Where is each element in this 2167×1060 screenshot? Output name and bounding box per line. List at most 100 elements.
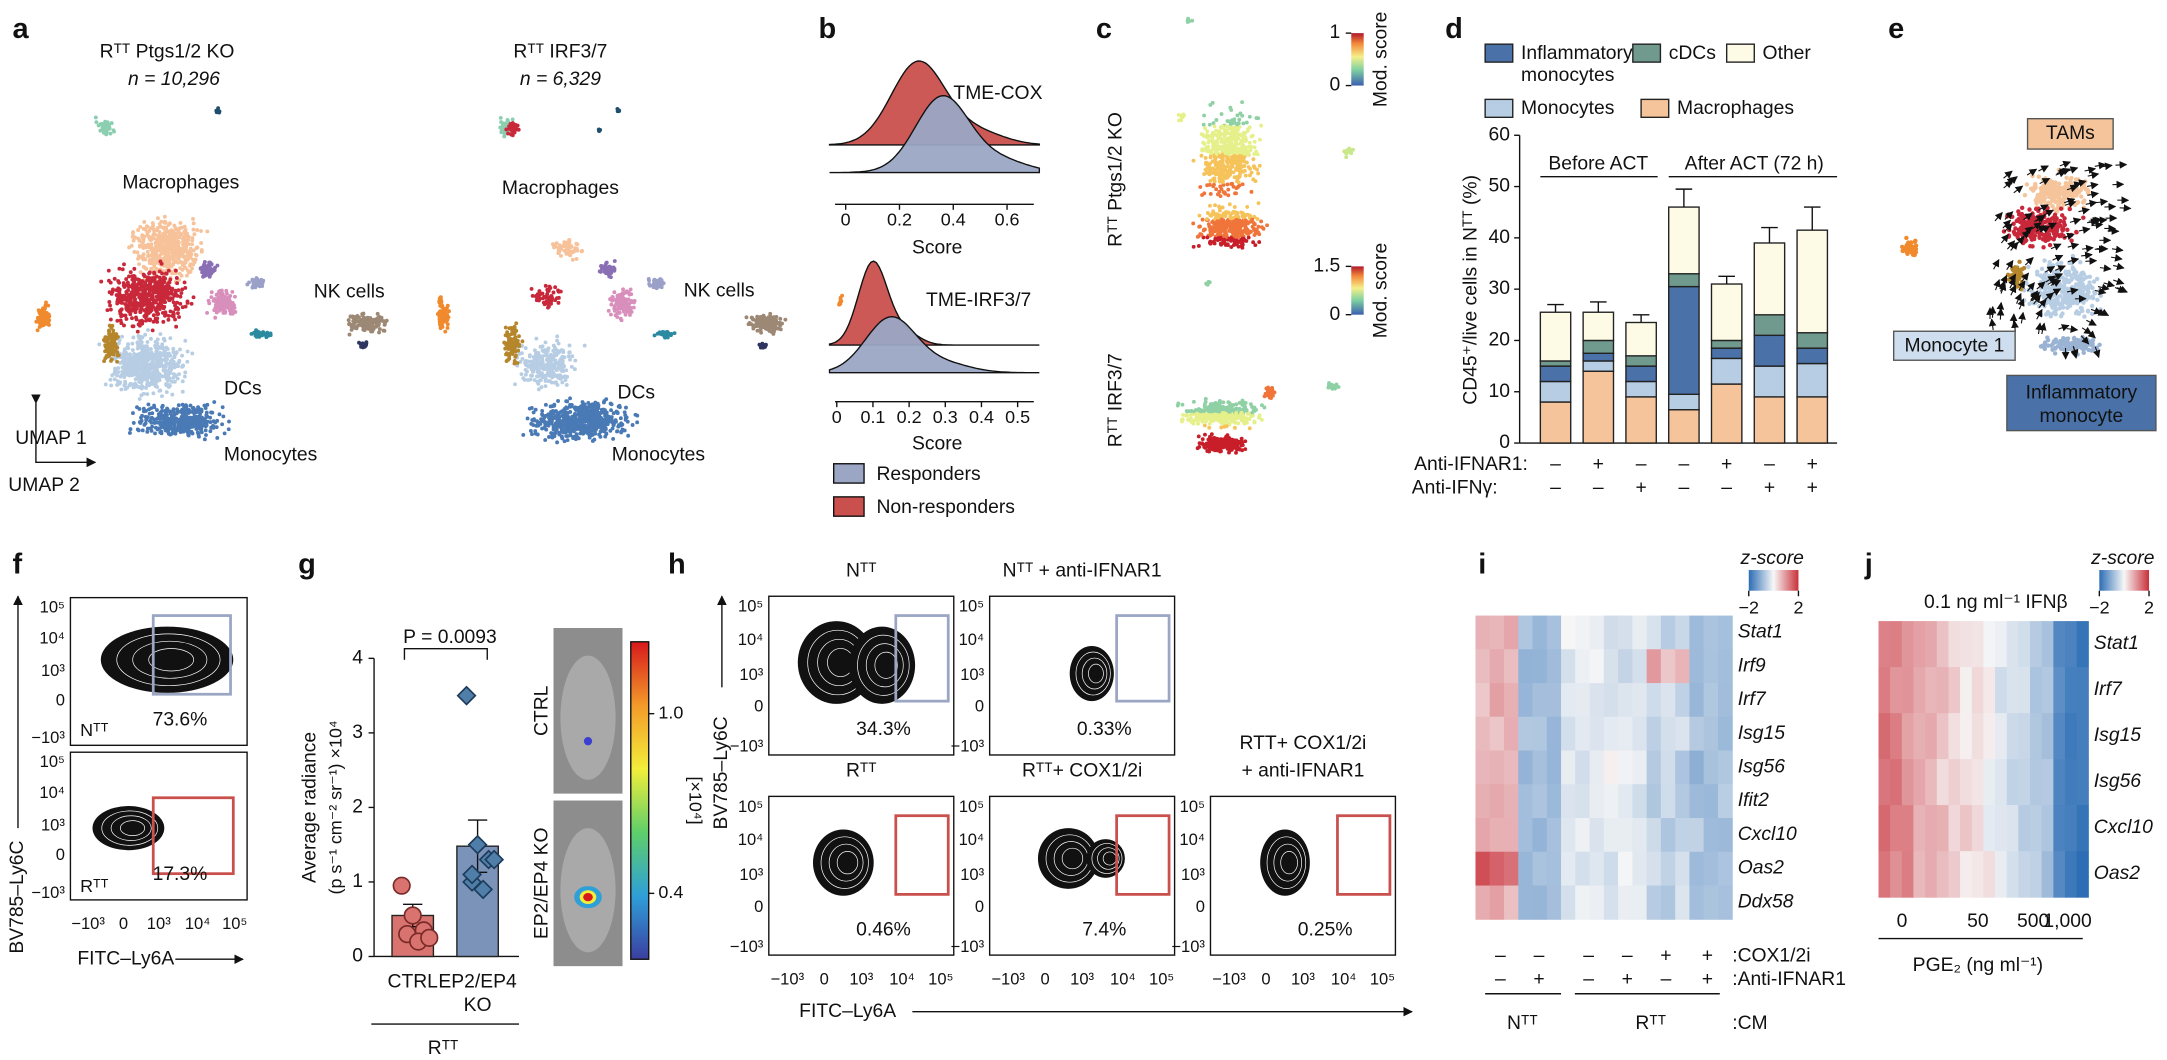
cell-dot — [160, 233, 165, 238]
cell-dot — [1256, 171, 1261, 176]
cell-dot — [1199, 153, 1204, 158]
cell-dot — [549, 431, 554, 436]
cell-dot — [567, 252, 572, 257]
cell-dot — [438, 303, 443, 308]
cell-dot — [526, 378, 531, 383]
cell-dot — [35, 328, 40, 333]
cell-dot — [164, 409, 169, 414]
cell-dot — [837, 302, 841, 307]
cell-dot — [567, 246, 571, 251]
cell-dot — [1244, 160, 1249, 165]
cell-dot — [183, 285, 188, 290]
cell-dot — [518, 359, 523, 364]
cell-dot — [560, 422, 565, 427]
cell-dot — [139, 385, 144, 390]
cell-dot — [377, 330, 381, 335]
cell-dot — [154, 309, 159, 314]
cell-dot — [142, 234, 147, 239]
cell-dot — [148, 336, 153, 341]
cell-dot — [178, 259, 183, 264]
cell-dot — [583, 412, 587, 417]
cell-dot — [512, 332, 517, 337]
panel-letter: g — [298, 549, 316, 581]
cell-dot — [1236, 147, 1241, 152]
cell-dot — [170, 417, 175, 422]
cell-dot — [117, 266, 122, 271]
cell-dot — [256, 281, 261, 285]
cell-dot — [1219, 144, 1224, 149]
cell-dot — [210, 410, 215, 415]
axis-label: UMAP 2 — [8, 475, 80, 496]
cell-dot — [128, 302, 133, 307]
cell-dot — [379, 316, 384, 321]
cell-dot — [219, 288, 224, 293]
cell-dot — [176, 403, 181, 408]
cell-dot — [575, 242, 580, 247]
cell-dot — [176, 228, 181, 233]
cell-dot — [551, 348, 556, 353]
cell-dot — [529, 373, 533, 378]
cell-dot — [163, 312, 168, 317]
cell-dot — [1220, 205, 1225, 210]
cell-dot — [131, 411, 135, 416]
cell-dot — [608, 418, 613, 423]
x-tick-label: 0.1 — [860, 407, 885, 427]
cell-dot — [179, 409, 183, 414]
cell-dot — [1203, 126, 1208, 131]
cell-dot — [137, 397, 142, 401]
cell-dot — [633, 412, 638, 417]
cell-dot — [598, 434, 603, 439]
cell-dot — [551, 242, 555, 247]
cell-dot — [172, 223, 177, 228]
cell-dot — [375, 311, 380, 316]
cell-dot — [654, 286, 659, 291]
cell-dot — [168, 336, 173, 341]
cell-dot — [38, 320, 43, 325]
cell-dot — [504, 127, 509, 132]
cell-dot — [165, 296, 170, 301]
cell-dot — [540, 408, 545, 413]
cell-dot — [564, 251, 569, 256]
cell-dot — [592, 437, 597, 442]
cell-dot — [552, 363, 557, 368]
cell-dot — [109, 121, 114, 126]
cell-dot — [141, 409, 146, 414]
cell-dot — [545, 292, 550, 297]
cell-dot — [166, 431, 171, 436]
cell-dot — [551, 290, 556, 295]
cell-dot — [141, 226, 146, 231]
cell-dot — [136, 363, 141, 367]
cell-dot — [204, 272, 209, 277]
cell-dot — [195, 228, 200, 233]
cell-dot — [611, 436, 616, 441]
cell-dot — [520, 357, 525, 361]
cell-dot — [168, 262, 173, 267]
cell-dot — [602, 417, 607, 422]
cell-dot — [173, 291, 178, 295]
cell-dot — [170, 392, 175, 397]
cell-dot — [577, 409, 582, 414]
cell-dot — [126, 288, 131, 293]
cell-dot — [35, 315, 40, 320]
cell-dot — [184, 273, 189, 278]
cell-dot — [1227, 141, 1232, 145]
cell-dot — [543, 420, 548, 425]
cell-dot — [143, 293, 148, 298]
cell-dot — [131, 282, 135, 287]
cell-dot — [145, 340, 150, 344]
cell-dot — [133, 309, 138, 314]
cell-dot — [627, 292, 632, 297]
cell-dot — [517, 351, 522, 356]
cell-dot — [369, 319, 374, 324]
cell-dot — [159, 360, 163, 365]
cell-dot — [551, 343, 556, 348]
cell-dot — [109, 347, 114, 352]
cell-dot — [442, 319, 447, 324]
cell-dot — [657, 281, 661, 286]
cell-dot — [553, 298, 558, 303]
cell-dot — [145, 379, 150, 384]
cell-dot — [139, 318, 144, 323]
cell-dot — [190, 424, 195, 429]
cell-dot — [530, 293, 535, 298]
cell-dot — [535, 423, 540, 428]
